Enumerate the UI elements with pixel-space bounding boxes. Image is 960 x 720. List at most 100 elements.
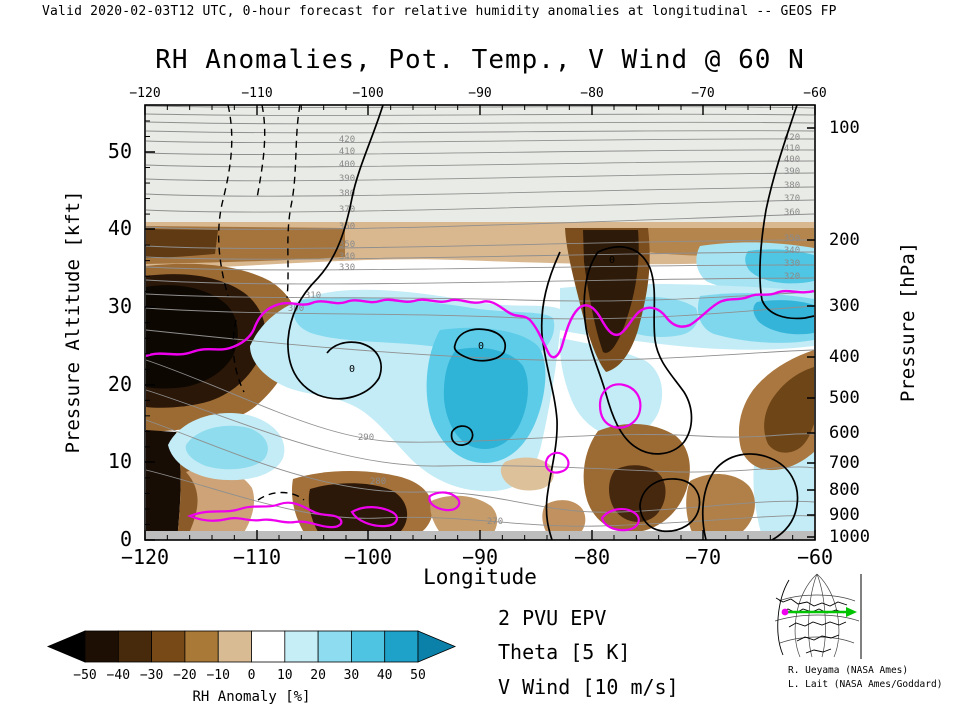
theta-label: 360 — [784, 208, 800, 218]
x-tick-top: −120 — [129, 86, 160, 101]
legend-epv: 2 PVU EPV — [498, 606, 606, 630]
theta-label: 410 — [339, 147, 355, 157]
colorbar-tick: 30 — [344, 668, 360, 683]
y-left-tick: 30 — [108, 294, 132, 318]
theta-label: 420 — [784, 133, 800, 143]
colorbar-tick: −30 — [140, 668, 163, 683]
vwind-zero-label: 0 — [349, 364, 355, 375]
y-axis-title-left: Pressure Altitude [kft] — [62, 190, 84, 453]
theta-label: 350 — [339, 240, 355, 250]
colorbar-tick: −10 — [206, 668, 229, 683]
colorbar-tick: −50 — [73, 668, 96, 683]
theta-label: 370 — [784, 194, 800, 204]
rh-positive-topright-core — [745, 249, 814, 284]
colorbar-tick: 20 — [310, 668, 326, 683]
theta-label: 340 — [784, 246, 800, 256]
y-left-tick: 50 — [108, 139, 132, 163]
rh-negative-column-core — [583, 230, 639, 353]
colorbar-tick: −40 — [107, 668, 130, 683]
rh-negative-west-low-strip — [146, 430, 181, 540]
colorbar-segment — [84, 630, 119, 663]
theta-label: 410 — [784, 144, 800, 154]
theta-label: 390 — [339, 174, 355, 184]
y-right-tick: 100 — [829, 118, 860, 138]
axis-minor-ticks — [145, 105, 794, 540]
theta-label: 270 — [487, 517, 503, 527]
y-right-tick: 600 — [829, 423, 860, 443]
y-right-tick: 800 — [829, 480, 860, 500]
credit-line-1: R. Ueyama (NASA Ames) — [788, 665, 908, 676]
theta-label: 330 — [339, 263, 355, 273]
colorbar-segment — [184, 630, 219, 663]
theta-label: 420 — [339, 135, 355, 145]
theta-label: 370 — [339, 205, 355, 215]
theta-label: 390 — [784, 167, 800, 177]
y-right-tick: 400 — [829, 347, 860, 367]
x-tick-top: −90 — [468, 86, 491, 101]
y-left-tick: 40 — [108, 216, 132, 240]
rh-positive-central-inner — [443, 347, 528, 449]
theta-contour-lines — [145, 105, 815, 527]
theta-label: 380 — [784, 181, 800, 191]
colorbar: −50 −40 −30 −20 −10 0 10 20 30 40 50 RH … — [46, 630, 457, 705]
theta-label: 400 — [784, 155, 800, 165]
colorbar-segment — [117, 630, 153, 663]
colorbar-segment — [251, 630, 286, 663]
rh-negative-small-bottom — [542, 500, 586, 540]
epv-contour-loops — [187, 383, 642, 532]
y-right-tick: 200 — [829, 230, 860, 250]
y-left-tick: 20 — [108, 372, 132, 396]
vwind-zero-label: 0 — [478, 341, 484, 352]
valid-time-header: Valid 2020-02-03T12 UTC, 0-hour forecast… — [42, 4, 837, 19]
legend-theta: Theta [5 K] — [498, 640, 630, 664]
theta-label: 320 — [784, 272, 800, 282]
vwind-contour-lines — [287, 105, 815, 540]
colorbar-segment — [217, 630, 252, 663]
y-left-tick: 0 — [120, 527, 132, 551]
rh-negative-upper-band-left-dark — [146, 229, 218, 258]
x-tick-bottom: −110 — [233, 545, 281, 569]
theta-label: 290 — [358, 433, 374, 443]
colorbar-tick: 50 — [410, 668, 426, 683]
theta-label: 400 — [339, 160, 355, 170]
colorbar-tick: 40 — [377, 668, 393, 683]
theta-label: 330 — [784, 259, 800, 269]
rh-negative-bottom-tan — [430, 495, 498, 540]
colorbar-right-arrow — [417, 630, 457, 663]
x-tick-bottom: −100 — [344, 545, 392, 569]
colorbar-tick: 0 — [248, 668, 256, 683]
y-left-tick: 10 — [108, 449, 132, 473]
colorbar-tick: 10 — [277, 668, 293, 683]
y-right-tick: 900 — [829, 505, 860, 525]
x-tick-bottom: −90 — [462, 545, 498, 569]
theta-label: 350 — [784, 234, 800, 244]
x-axis-title: Longitude — [423, 565, 537, 589]
colorbar-title: RH Anomaly [%] — [192, 689, 310, 705]
x-tick-top: −70 — [691, 86, 714, 101]
colorbar-segment — [384, 630, 419, 663]
rh-negative-east-band-dark — [764, 367, 814, 453]
credit-line-2: L. Lait (NASA Ames/Goddard) — [788, 679, 942, 690]
y-right-tick: 700 — [829, 453, 860, 473]
y-right-tick: 300 — [829, 296, 860, 316]
legend-vwind: V Wind [10 m/s] — [498, 675, 679, 699]
y-axis-title-right: Pressure [hPa] — [897, 242, 919, 402]
colorbar-tick: −20 — [173, 668, 196, 683]
globe-graticule — [774, 573, 860, 658]
x-tick-top: −80 — [580, 86, 603, 101]
colorbar-segment — [151, 630, 186, 663]
colorbar-segment — [350, 630, 386, 663]
theta-label: 360 — [339, 222, 355, 232]
x-tick-top: −100 — [352, 86, 383, 101]
rh-negative-southeast-core — [609, 465, 666, 522]
plot-area: 420 410 400 390 380 370 360 350 340 330 … — [145, 105, 815, 540]
globe-map — [774, 573, 862, 659]
colorbar-segment — [317, 630, 352, 663]
legend: 2 PVU EPV Theta [5 K] V Wind [10 m/s] — [498, 606, 679, 699]
x-tick-top: −60 — [803, 86, 826, 101]
colorbar-segment — [284, 630, 319, 663]
colorbar-left-arrow — [46, 630, 86, 663]
x-tick-bottom: −80 — [574, 545, 610, 569]
